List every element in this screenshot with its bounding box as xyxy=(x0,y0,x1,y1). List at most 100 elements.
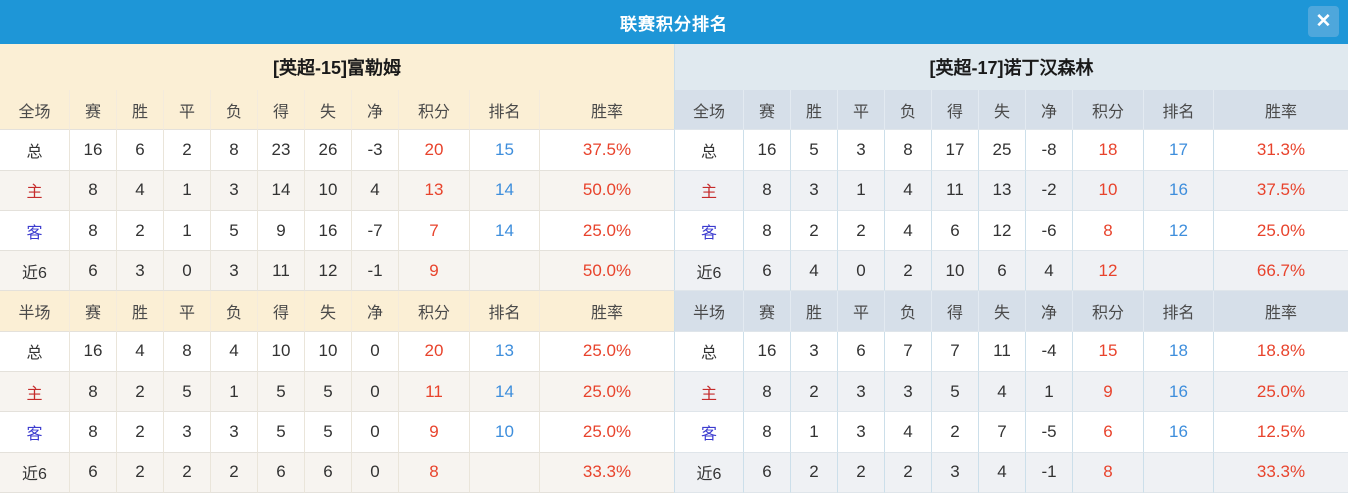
stat-value: 25 xyxy=(979,130,1026,171)
column-header: 胜率 xyxy=(1214,90,1348,131)
stat-value: 10 xyxy=(305,170,352,211)
points-value: 15 xyxy=(1073,331,1144,373)
points-value: 20 xyxy=(399,331,470,373)
stat-value: -8 xyxy=(1026,130,1073,171)
stat-value: 4 xyxy=(1026,251,1073,292)
stat-value: 12 xyxy=(979,210,1026,252)
column-header: 胜率 xyxy=(540,90,674,131)
win-rate-value: 25.0% xyxy=(1214,211,1348,252)
stat-value: 5 xyxy=(932,372,979,413)
stat-value: 8 xyxy=(70,170,117,211)
stat-value: 8 xyxy=(211,130,258,171)
column-header: 失 xyxy=(979,291,1026,332)
rank-value: 18 xyxy=(1144,331,1214,373)
column-header: 赛 xyxy=(70,90,117,131)
stat-value: 5 xyxy=(305,372,352,413)
stat-value: 3 xyxy=(164,412,211,453)
stat-value: 2 xyxy=(885,251,932,292)
stat-value: 3 xyxy=(885,372,932,413)
column-header: 负 xyxy=(211,90,258,131)
dialog-title: 联赛积分排名 xyxy=(620,14,728,34)
column-header: 得 xyxy=(932,90,979,131)
stat-value: 10 xyxy=(305,331,352,373)
stat-value: 0 xyxy=(352,372,399,413)
stat-value: 8 xyxy=(70,412,117,453)
stat-value: 2 xyxy=(885,452,932,493)
section-header-half: 半场 xyxy=(0,291,70,332)
section-header-full: 全场 xyxy=(674,90,744,131)
stat-value: 6 xyxy=(70,452,117,493)
win-rate-value: 33.3% xyxy=(1214,452,1348,493)
stats-row-home: 主 8 2 3 3 5 4 1 9 16 25.0% xyxy=(674,372,1348,413)
column-header: 净 xyxy=(352,90,399,131)
stat-value: 2 xyxy=(791,372,838,413)
row-label: 主 xyxy=(674,170,744,211)
section-header-half: 半场 xyxy=(674,291,744,332)
win-rate-value: 25.0% xyxy=(540,412,674,453)
stat-value: 17 xyxy=(932,130,979,171)
stat-value: 8 xyxy=(744,170,791,211)
stat-value: 3 xyxy=(117,251,164,292)
stat-value: 8 xyxy=(70,372,117,413)
column-header-row-half: 半场赛胜平负得失净积分 排名 胜率 xyxy=(674,291,1348,332)
stat-value: 4 xyxy=(117,170,164,211)
column-header: 赛 xyxy=(70,291,117,332)
stat-value: 2 xyxy=(791,210,838,252)
stat-value: 1 xyxy=(838,170,885,211)
rank-value: 16 xyxy=(1144,412,1214,453)
column-header: 失 xyxy=(305,291,352,332)
stat-value: 16 xyxy=(70,331,117,373)
row-label: 主 xyxy=(0,372,70,413)
stat-value: 3 xyxy=(838,412,885,453)
close-button[interactable]: ✕ xyxy=(1308,6,1339,37)
points-value: 11 xyxy=(399,372,470,413)
stat-value: 9 xyxy=(258,210,305,252)
row-label: 近6 xyxy=(674,452,744,493)
row-label: 近6 xyxy=(0,251,70,292)
column-header: 负 xyxy=(211,291,258,332)
column-header: 排名 xyxy=(470,90,540,131)
stat-value: 4 xyxy=(211,331,258,373)
stat-value: 2 xyxy=(117,412,164,453)
stat-value: 8 xyxy=(70,210,117,252)
stat-value: 3 xyxy=(838,372,885,413)
win-rate-value: 25.0% xyxy=(540,211,674,252)
points-value: 6 xyxy=(1073,412,1144,453)
stat-value: 8 xyxy=(744,372,791,413)
points-value: 12 xyxy=(1073,251,1144,292)
stat-value: 0 xyxy=(164,251,211,292)
rank-value: 10 xyxy=(470,412,540,453)
column-header: 胜 xyxy=(117,291,164,332)
win-rate-value: 50.0% xyxy=(540,251,674,292)
stat-value: -3 xyxy=(352,130,399,171)
stat-value: 3 xyxy=(932,452,979,493)
stat-value: 6 xyxy=(744,251,791,292)
points-value: 18 xyxy=(1073,130,1144,171)
stat-value: 16 xyxy=(305,210,352,252)
column-header-row-full: 全场赛胜平负得失净积分 排名 胜率 xyxy=(674,90,1348,131)
stats-row-recent: 近6 6 4 0 2 10 6 4 12 66.7% xyxy=(674,251,1348,292)
stat-value: 12 xyxy=(305,251,352,292)
stats-row-home: 主 8 2 5 1 5 5 0 11 14 25.0% xyxy=(0,372,674,413)
column-header: 赛 xyxy=(744,90,791,131)
points-value: 10 xyxy=(1073,170,1144,211)
stat-value: 3 xyxy=(838,130,885,171)
stat-value: -1 xyxy=(352,251,399,292)
stat-value: 7 xyxy=(979,412,1026,453)
stats-row-recent: 近6 6 3 0 3 11 12 -1 9 50.0% xyxy=(0,251,674,292)
stat-value: 11 xyxy=(258,251,305,292)
row-label: 客 xyxy=(674,412,744,453)
column-header: 负 xyxy=(885,291,932,332)
stat-value: -1 xyxy=(1026,452,1073,493)
stats-row-recent: 近6 6 2 2 2 3 4 -1 8 33.3% xyxy=(674,452,1348,493)
team-name-band: [英超-17]诺丁汉森林 xyxy=(674,44,1348,90)
column-header: 得 xyxy=(258,90,305,131)
stat-value: 8 xyxy=(885,130,932,171)
stat-value: 5 xyxy=(305,412,352,453)
stat-value: 3 xyxy=(211,170,258,211)
section-header-full: 全场 xyxy=(0,90,70,131)
win-rate-value: 50.0% xyxy=(540,170,674,211)
stats-row-total: 总 16 5 3 8 17 25 -8 18 17 31.3% xyxy=(674,130,1348,171)
column-header: 排名 xyxy=(470,291,540,332)
stat-value: 2 xyxy=(117,452,164,493)
